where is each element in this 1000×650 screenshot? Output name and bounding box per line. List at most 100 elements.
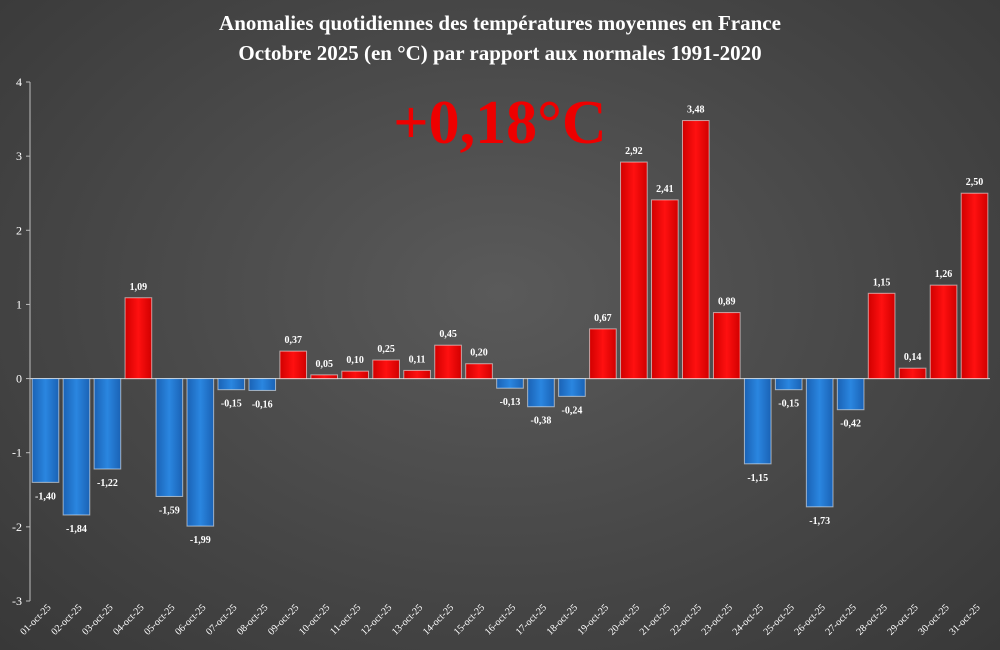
data-label: 2,92: [625, 146, 643, 157]
data-label: -1,40: [35, 491, 56, 502]
y-tick-label: -2: [12, 520, 22, 534]
x-tick-label: 08-oct-25: [235, 602, 270, 637]
x-tick-label: 06-oct-25: [173, 602, 208, 637]
bar: [341, 370, 369, 380]
data-label: 0,45: [439, 329, 457, 340]
bar: [836, 378, 865, 411]
data-label: -1,84: [66, 524, 87, 535]
data-label: 0,89: [718, 297, 736, 308]
bar: [372, 359, 400, 380]
y-tick-label: -1: [12, 446, 22, 460]
bar: [960, 192, 989, 380]
bar: [155, 378, 184, 497]
x-tick-label: 31-oct-25: [947, 602, 982, 637]
chart-subtitle: Octobre 2025 (en °C) par rapport aux nor…: [238, 41, 761, 65]
chart-title: Anomalies quotidiennes des températures …: [219, 11, 781, 35]
bar: [774, 378, 803, 391]
data-label: -1,22: [97, 478, 118, 489]
bar: [558, 378, 586, 397]
bar: [403, 369, 431, 380]
bars: [31, 120, 989, 527]
data-label: -0,24: [562, 405, 583, 416]
data-label: -0,42: [840, 419, 861, 430]
data-label: 0,05: [315, 359, 333, 370]
x-tick-label: 14-oct-25: [421, 602, 456, 637]
x-tick-label: 29-oct-25: [885, 602, 920, 637]
bar: [217, 378, 246, 391]
x-tick-label: 26-oct-25: [793, 602, 828, 637]
bar: [589, 328, 617, 380]
y-tick-label: 3: [16, 149, 22, 163]
x-tick-label: 03-oct-25: [80, 602, 115, 637]
x-tick-label: 07-oct-25: [204, 602, 239, 637]
y-tick-label: 2: [16, 223, 22, 237]
data-label: 0,37: [284, 335, 302, 346]
x-tick-label: 10-oct-25: [297, 602, 332, 637]
bar: [898, 367, 927, 380]
x-tick-label: 30-oct-25: [916, 602, 951, 637]
bar: [681, 120, 710, 380]
bar: [434, 344, 462, 380]
x-tick-label: 28-oct-25: [854, 602, 889, 637]
x-tick-label: 15-oct-25: [452, 602, 487, 637]
data-label: 3,48: [687, 105, 705, 116]
bar: [186, 378, 215, 527]
y-tick-label: 0: [16, 372, 22, 386]
x-tick-label: 18-oct-25: [545, 602, 580, 637]
data-label: 0,10: [346, 355, 364, 366]
bar: [310, 374, 339, 380]
bar: [248, 378, 277, 391]
data-label: -1,59: [159, 505, 180, 516]
x-tick-label: 12-oct-25: [359, 602, 394, 637]
data-label: 0,11: [409, 354, 426, 365]
bar: [124, 297, 153, 380]
data-label: -1,99: [190, 535, 211, 546]
bar: [867, 292, 896, 380]
x-tick-label: 11-oct-25: [328, 602, 363, 637]
data-label: 2,50: [966, 177, 984, 188]
bar: [712, 312, 741, 380]
bar: [496, 378, 524, 389]
data-label: -0,16: [252, 399, 273, 410]
bar: [279, 350, 308, 380]
bar: [620, 161, 648, 380]
y-tick-label: 1: [16, 297, 22, 311]
data-label: 1,15: [873, 277, 891, 288]
bar: [62, 378, 91, 516]
x-tick-label: 19-oct-25: [576, 602, 611, 637]
x-tick-labels: 01-oct-2502-oct-2503-oct-2504-oct-2505-o…: [18, 602, 982, 637]
data-label: 0,67: [594, 313, 612, 324]
bar: [93, 378, 122, 470]
bar: [805, 378, 834, 508]
x-tick-label: 01-oct-25: [18, 602, 53, 637]
x-tick-label: 13-oct-25: [390, 602, 425, 637]
y-tick-label: 4: [16, 75, 22, 89]
x-tick-label: 09-oct-25: [266, 602, 301, 637]
bar: [527, 378, 555, 408]
bar: [743, 378, 772, 465]
data-label: 0,20: [470, 348, 488, 359]
x-tick-label: 05-oct-25: [142, 602, 177, 637]
y-tick-label: -3: [12, 594, 22, 608]
data-label: -0,13: [500, 397, 521, 408]
data-label: 0,25: [377, 344, 395, 355]
x-tick-label: 21-oct-25: [638, 602, 673, 637]
x-tick-label: 20-oct-25: [607, 602, 642, 637]
data-label: 1,09: [130, 282, 148, 293]
data-label: 0,14: [904, 352, 922, 363]
data-label: -0,38: [531, 416, 552, 427]
x-tick-label: 27-oct-25: [823, 602, 858, 637]
bar: [465, 363, 493, 380]
x-tick-label: 23-oct-25: [700, 602, 735, 637]
x-tick-label: 16-oct-25: [483, 602, 518, 637]
x-tick-label: 02-oct-25: [49, 602, 84, 637]
data-label: -0,15: [778, 399, 799, 410]
x-tick-label: 17-oct-25: [514, 602, 549, 637]
data-label: 2,41: [656, 184, 674, 195]
x-tick-label: 22-oct-25: [669, 602, 704, 637]
x-tick-label: 04-oct-25: [111, 602, 146, 637]
x-tick-label: 25-oct-25: [762, 602, 797, 637]
data-label: -0,15: [221, 399, 242, 410]
bar: [929, 284, 958, 380]
